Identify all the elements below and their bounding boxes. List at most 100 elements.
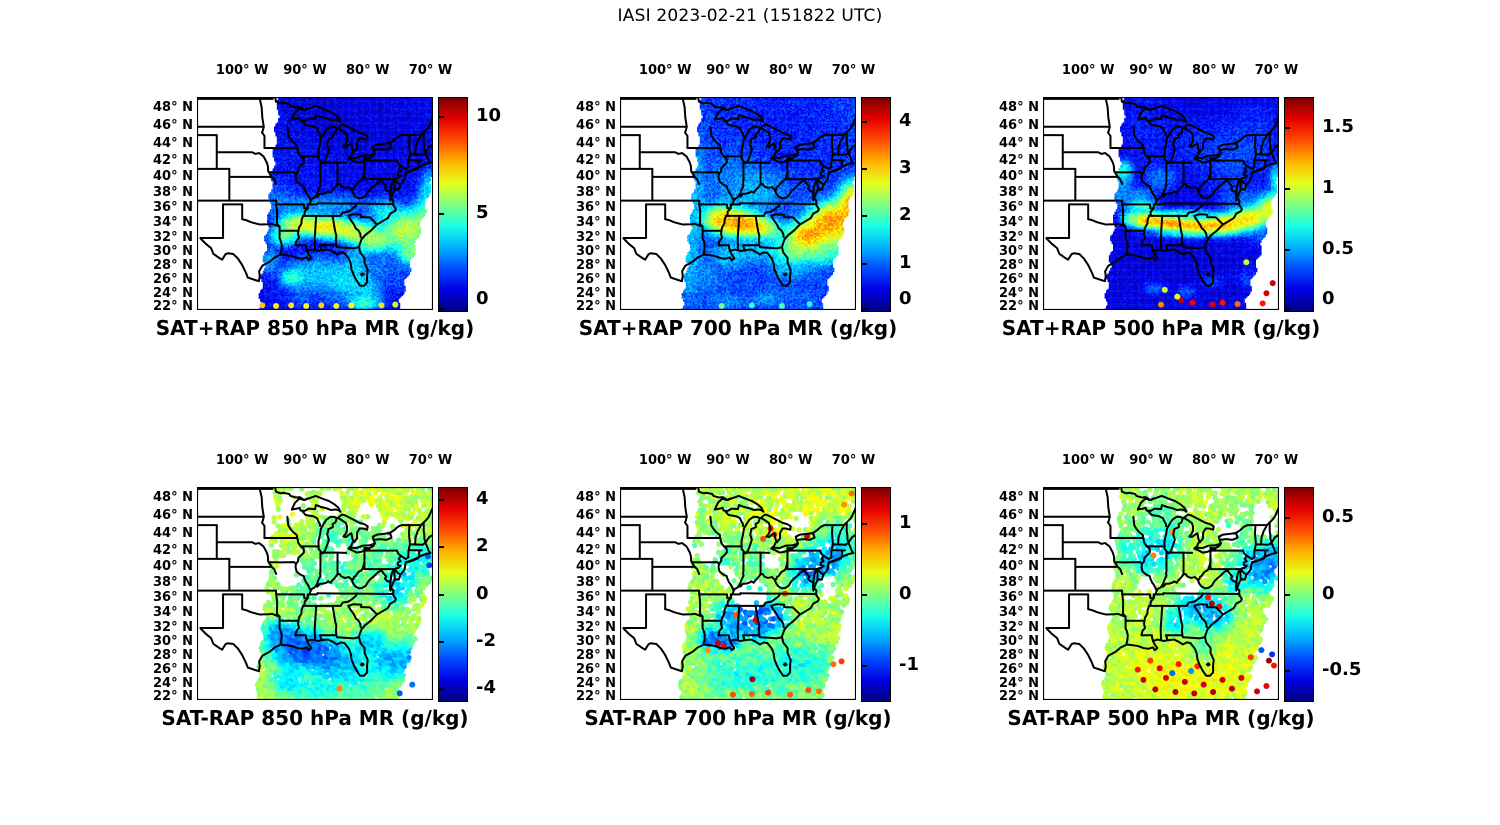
lat-tick-label: 32° N	[153, 230, 193, 245]
lat-tick-label: 26° N	[999, 272, 1039, 288]
colorbar-tick-label: 2	[899, 204, 912, 226]
lat-tick-label: 36° N	[576, 200, 616, 216]
lat-tick-label: 30° N	[576, 634, 616, 650]
lat-tick-label: 38° N	[576, 574, 616, 590]
lat-tick-label: 40° N	[999, 558, 1039, 574]
lon-tick-label: 80° W	[1191, 63, 1236, 78]
colorbar-tick	[862, 262, 867, 265]
lat-tick-label: 36° N	[153, 590, 193, 606]
lat-tick-label: 36° N	[999, 200, 1039, 216]
lat-tick-label: 40° N	[153, 168, 193, 184]
lon-tick-label: 70° W	[1254, 63, 1299, 78]
colorbar-tick-label: 0	[899, 582, 912, 604]
colorbar-tick	[1285, 188, 1290, 191]
lon-tick-label: 90° W	[706, 63, 750, 78]
colorbar-tick-label: 1	[1322, 177, 1335, 199]
colorbar-tick-label: 1	[899, 511, 912, 533]
lat-tick-label: 34° N	[153, 215, 193, 231]
colorbar-tick-label: -1	[899, 653, 919, 675]
lon-tick-label: 90° W	[283, 453, 327, 468]
colorbar-tick-label: 0.5	[1322, 506, 1354, 528]
lat-tick-label: 32° N	[153, 620, 193, 635]
lat-tick-label: 22° N	[576, 299, 616, 315]
lat-tick-label: 26° N	[999, 662, 1039, 678]
colorbar-tick-label: -4	[476, 677, 496, 699]
lat-tick-label: 28° N	[576, 648, 616, 664]
lat-tick-label: 46° N	[999, 118, 1039, 134]
colorbar-tick	[439, 498, 444, 501]
lon-tick-label: 90° W	[283, 63, 327, 78]
colorbar-tick	[439, 593, 444, 596]
lat-tick-label: 22° N	[153, 299, 193, 315]
lat-tick-label: 26° N	[576, 272, 616, 288]
colorbar-tick-label: 0	[476, 582, 489, 604]
colorbar-tick	[439, 213, 444, 216]
colorbar-tick	[439, 116, 444, 119]
colorbar-tick	[1285, 308, 1290, 310]
colorbar-tick-label: 0	[1322, 582, 1335, 604]
lat-tick-label: 34° N	[999, 605, 1039, 621]
colorbar-tick-label: 4	[476, 487, 489, 509]
colorbar-tick	[439, 688, 444, 691]
lat-tick-label: 32° N	[576, 230, 616, 245]
colorbar	[861, 97, 891, 312]
lon-tick-label: 100° W	[1061, 453, 1115, 468]
lat-tick-label: 22° N	[576, 689, 616, 705]
lat-tick-label: 42° N	[576, 152, 616, 168]
colorbar-tick-label: 0	[476, 288, 489, 309]
lat-tick-label: 22° N	[153, 689, 193, 705]
colorbar-tick-label: -2	[476, 629, 496, 651]
colorbar	[438, 97, 468, 312]
lat-tick-label: 42° N	[153, 152, 193, 168]
colorbar	[1284, 97, 1314, 312]
colorbar-tick	[862, 593, 867, 596]
lat-tick-label: 38° N	[999, 574, 1039, 590]
lat-tick-label: 24° N	[153, 285, 193, 301]
colorbar-tick	[862, 120, 867, 123]
panel-title: SAT-RAP 850 hPa MR (g/kg)	[161, 706, 469, 730]
lat-tick-label: 38° N	[153, 184, 193, 200]
colorbar-tick	[862, 215, 867, 218]
lat-tick-label: 34° N	[153, 605, 193, 621]
colorbar-tick	[1285, 127, 1290, 130]
lat-tick-label: 24° N	[153, 675, 193, 691]
colorbar-tick-label: 5	[476, 202, 489, 224]
lat-tick-label: 42° N	[576, 542, 616, 558]
panel-title: SAT+RAP 500 hPa MR (g/kg)	[1001, 316, 1321, 340]
lon-tick-label: 80° W	[1191, 453, 1236, 468]
lat-tick-label: 24° N	[576, 285, 616, 301]
colorbar-tick-label: 0	[1322, 288, 1335, 309]
lat-tick-label: 40° N	[576, 558, 616, 574]
lat-tick-label: 24° N	[999, 285, 1039, 301]
lat-tick-label: 44° N	[999, 135, 1039, 151]
lon-tick-label: 70° W	[408, 453, 453, 468]
lat-tick-label: 42° N	[999, 542, 1039, 558]
lat-tick-label: 42° N	[153, 542, 193, 558]
map-canvas	[620, 487, 856, 700]
lat-tick-label: 46° N	[576, 508, 616, 524]
colorbar-tick-label: 2	[476, 535, 489, 557]
colorbar	[438, 487, 468, 702]
lat-tick-label: 26° N	[153, 662, 193, 678]
lon-tick-label: 100° W	[1061, 63, 1115, 78]
lon-tick-label: 100° W	[215, 453, 269, 468]
colorbar-tick-label: 1	[899, 251, 912, 273]
lat-tick-label: 36° N	[999, 590, 1039, 606]
lon-tick-label: 70° W	[831, 453, 876, 468]
lat-tick-label: 36° N	[576, 590, 616, 606]
lat-tick-label: 46° N	[153, 508, 193, 524]
colorbar-tick	[1285, 517, 1290, 520]
lon-tick-label: 100° W	[638, 63, 692, 78]
map-canvas	[1043, 97, 1279, 310]
lat-tick-label: 48° N	[576, 490, 616, 506]
lon-tick-label: 80° W	[345, 453, 390, 468]
lat-tick-label: 48° N	[999, 490, 1039, 506]
lat-tick-label: 28° N	[153, 258, 193, 274]
colorbar-tick-label: 0.5	[1322, 238, 1354, 260]
lat-tick-label: 34° N	[576, 215, 616, 231]
lat-tick-label: 26° N	[576, 662, 616, 678]
colorbar-tick-label: -0.5	[1322, 658, 1362, 680]
lat-tick-label: 48° N	[576, 100, 616, 116]
lon-tick-label: 80° W	[768, 453, 813, 468]
